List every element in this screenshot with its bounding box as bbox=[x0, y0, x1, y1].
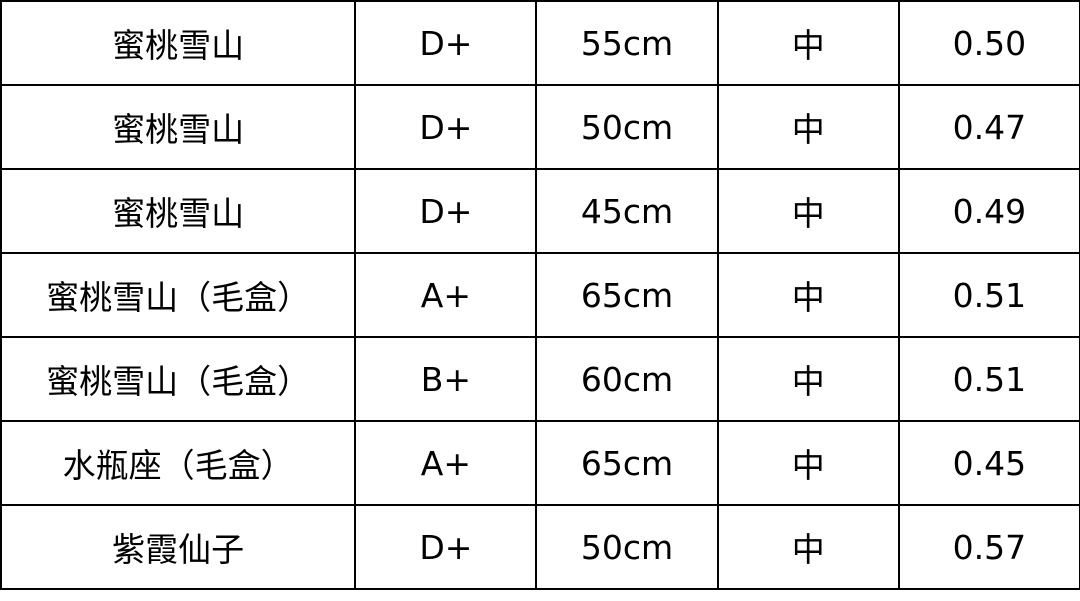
cell-product-name: 紫霞仙子 bbox=[0, 504, 357, 590]
cell-value: 0.49 bbox=[897, 168, 1080, 254]
cell-grade: D+ bbox=[354, 84, 538, 170]
table-row: 蜜桃雪山 D+ 55cm 中 0.50 bbox=[0, 0, 1080, 86]
cell-size: 65cm bbox=[535, 420, 719, 506]
cell-value: 0.45 bbox=[897, 420, 1080, 506]
cell-level: 中 bbox=[716, 420, 900, 506]
cell-level: 中 bbox=[716, 84, 900, 170]
cell-level: 中 bbox=[716, 504, 900, 590]
cell-product-name: 蜜桃雪山 bbox=[0, 0, 357, 86]
cell-size: 55cm bbox=[535, 0, 719, 86]
cell-level: 中 bbox=[716, 336, 900, 422]
cell-grade: D+ bbox=[354, 504, 538, 590]
table-row: 蜜桃雪山（毛盒） B+ 60cm 中 0.51 bbox=[0, 336, 1080, 422]
table-row: 蜜桃雪山（毛盒） A+ 65cm 中 0.51 bbox=[0, 252, 1080, 338]
cell-value: 0.51 bbox=[897, 252, 1080, 338]
cell-level: 中 bbox=[716, 0, 900, 86]
cell-level: 中 bbox=[716, 252, 900, 338]
cell-level: 中 bbox=[716, 168, 900, 254]
cell-value: 0.57 bbox=[897, 504, 1080, 590]
cell-product-name: 蜜桃雪山（毛盒） bbox=[0, 336, 357, 422]
cell-value: 0.47 bbox=[897, 84, 1080, 170]
cell-grade: A+ bbox=[354, 420, 538, 506]
cell-product-name: 蜜桃雪山 bbox=[0, 168, 357, 254]
cell-grade: D+ bbox=[354, 168, 538, 254]
cell-size: 45cm bbox=[535, 168, 719, 254]
cell-size: 50cm bbox=[535, 84, 719, 170]
cell-product-name: 水瓶座（毛盒） bbox=[0, 420, 357, 506]
cell-size: 65cm bbox=[535, 252, 719, 338]
cell-value: 0.51 bbox=[897, 336, 1080, 422]
cell-value: 0.50 bbox=[897, 0, 1080, 86]
cell-product-name: 蜜桃雪山 bbox=[0, 84, 357, 170]
cell-grade: D+ bbox=[354, 0, 538, 86]
table-row: 蜜桃雪山 D+ 45cm 中 0.49 bbox=[0, 168, 1080, 254]
cell-size: 60cm bbox=[535, 336, 719, 422]
cell-grade: B+ bbox=[354, 336, 538, 422]
table-row: 水瓶座（毛盒） A+ 65cm 中 0.45 bbox=[0, 420, 1080, 506]
table-row: 紫霞仙子 D+ 50cm 中 0.57 bbox=[0, 504, 1080, 590]
table-row: 蜜桃雪山 D+ 50cm 中 0.47 bbox=[0, 84, 1080, 170]
cell-grade: A+ bbox=[354, 252, 538, 338]
cell-size: 50cm bbox=[535, 504, 719, 590]
cell-product-name: 蜜桃雪山（毛盒） bbox=[0, 252, 357, 338]
